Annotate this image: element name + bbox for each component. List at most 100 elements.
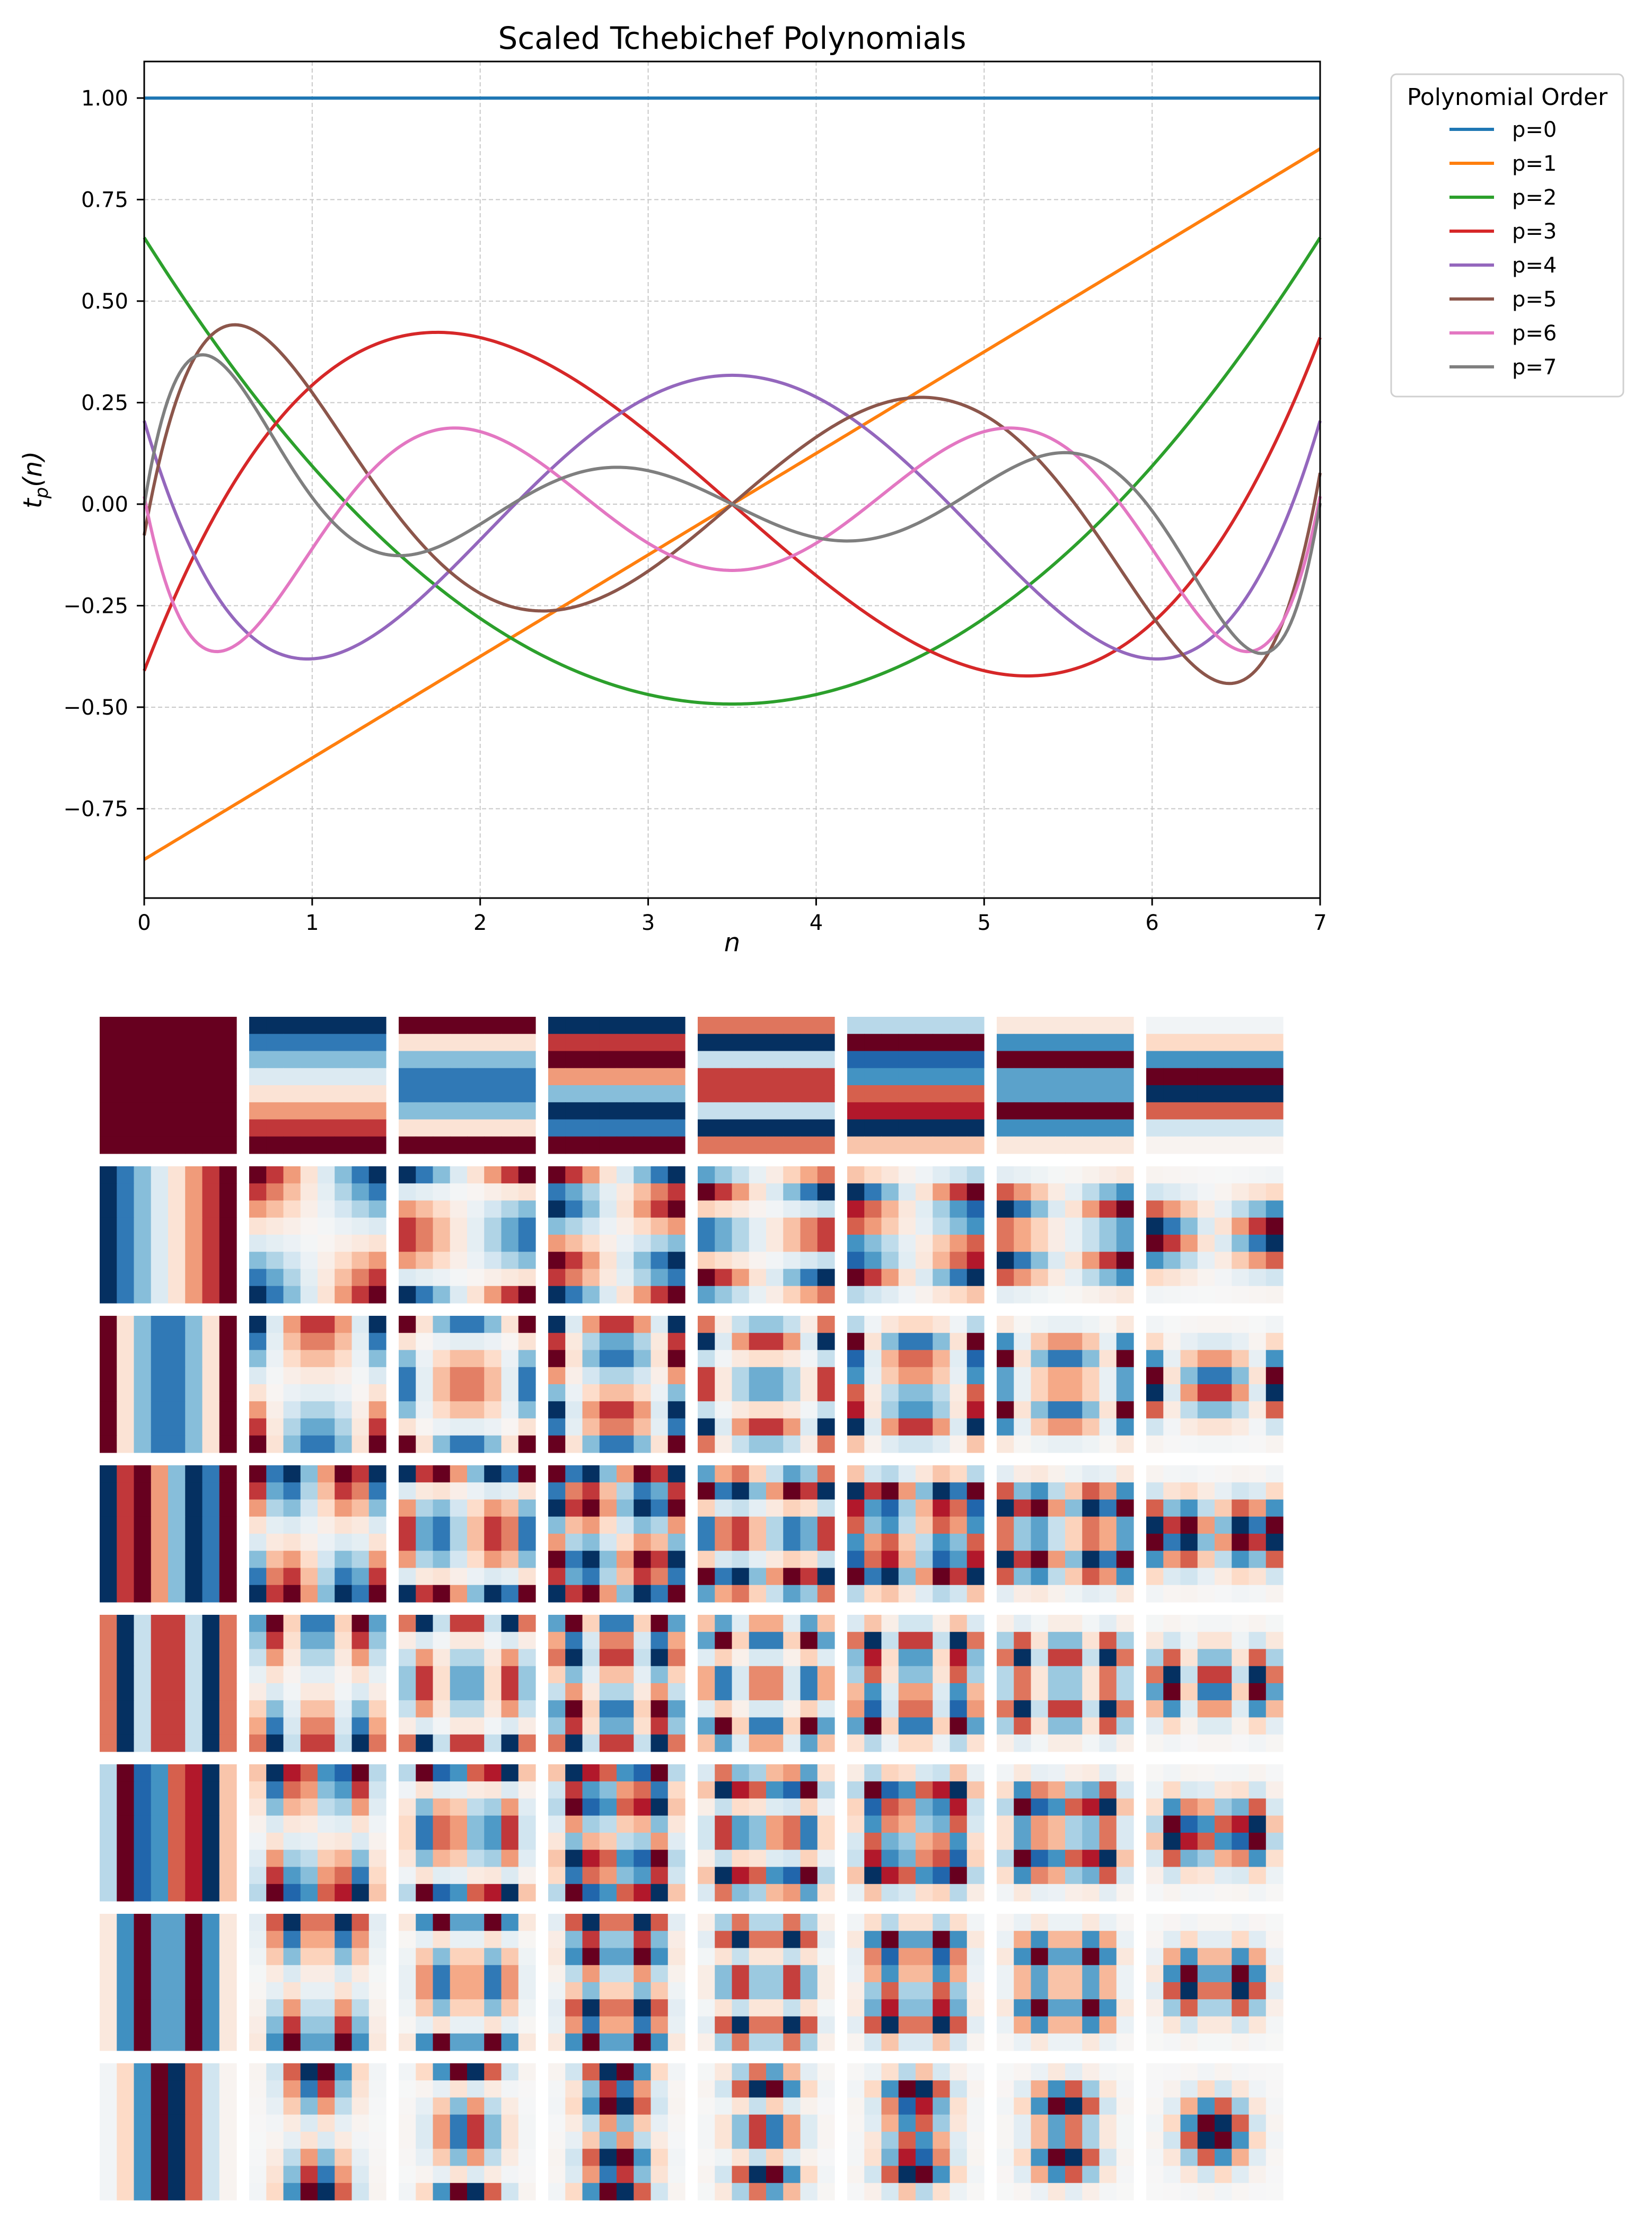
heatmap-cell bbox=[1215, 1833, 1232, 1850]
heatmap-cell bbox=[800, 1867, 818, 1885]
heatmap-cell bbox=[916, 1764, 933, 1782]
heatmap-cell bbox=[715, 1683, 733, 1701]
heatmap-cell bbox=[565, 1350, 583, 1368]
heatmap-cell bbox=[916, 2149, 933, 2167]
heatmap-cell bbox=[185, 1269, 203, 1287]
heatmap-cell bbox=[950, 1568, 968, 1586]
heatmap-cell bbox=[966, 1316, 985, 1333]
heatmap-cell bbox=[1197, 1615, 1215, 1632]
heatmap-cell bbox=[1266, 2166, 1284, 2184]
heatmap-cell bbox=[168, 2097, 186, 2115]
heatmap-cell bbox=[749, 1965, 767, 1983]
heatmap-cell bbox=[300, 1700, 318, 1718]
heatmap-cell bbox=[185, 1534, 203, 1551]
heatmap-cell bbox=[732, 1017, 750, 1034]
heatmap-cell bbox=[617, 1585, 634, 1603]
heatmap-cell bbox=[501, 1217, 519, 1235]
heatmap-cell bbox=[1116, 1982, 1134, 2000]
heatmap-cell bbox=[368, 1435, 386, 1453]
heatmap-cell bbox=[185, 1948, 203, 1966]
basis-tile bbox=[698, 2063, 835, 2201]
heatmap-cell bbox=[599, 1632, 617, 1650]
heatmap-cell bbox=[202, 1884, 220, 1902]
heatmap-cell bbox=[1082, 2033, 1100, 2051]
heatmap-cell bbox=[817, 1465, 835, 1483]
heatmap-cell bbox=[617, 1850, 634, 1868]
heatmap-cell bbox=[1082, 1764, 1100, 1782]
heatmap-cell bbox=[467, 1482, 485, 1500]
heatmap-cell bbox=[134, 1999, 152, 2017]
heatmap-cell bbox=[300, 1764, 318, 1782]
heatmap-cell bbox=[1146, 1683, 1164, 1701]
heatmap-cell bbox=[368, 1286, 386, 1304]
heatmap-cell bbox=[100, 1051, 117, 1069]
heatmap-cell bbox=[698, 1516, 715, 1534]
heatmap-cell bbox=[1266, 2080, 1284, 2098]
heatmap-cell bbox=[450, 1384, 468, 1402]
heatmap-cell bbox=[933, 1286, 951, 1304]
heatmap-cell bbox=[1082, 1183, 1100, 1201]
basis-tile bbox=[100, 1465, 237, 1603]
heatmap-cell bbox=[117, 1833, 135, 1850]
heatmap-cell bbox=[933, 1119, 951, 1137]
heatmap-cell bbox=[565, 1781, 583, 1799]
heatmap-cell bbox=[881, 1316, 899, 1333]
heatmap-cell bbox=[1014, 2183, 1032, 2201]
heatmap-cell bbox=[433, 2063, 451, 2081]
heatmap-cell bbox=[283, 1764, 301, 1782]
heatmap-cell bbox=[864, 1914, 882, 1931]
heatmap-cell bbox=[484, 2114, 502, 2132]
heatmap-cell bbox=[433, 1367, 451, 1385]
heatmap-cell bbox=[335, 1568, 353, 1586]
heatmap-cell bbox=[617, 1965, 634, 1983]
y-tick-label: 0.25 bbox=[81, 391, 128, 415]
heatmap-cell bbox=[1014, 1333, 1032, 1351]
heatmap-cell bbox=[433, 2132, 451, 2149]
heatmap-cell bbox=[168, 1982, 186, 2000]
heatmap-cell bbox=[749, 1649, 767, 1667]
heatmap-cell bbox=[864, 1516, 882, 1534]
heatmap-cell bbox=[565, 1815, 583, 1833]
heatmap-cell bbox=[1266, 1615, 1284, 1632]
heatmap-cell bbox=[318, 1333, 335, 1351]
heatmap-cell bbox=[881, 1798, 899, 1816]
heatmap-cell bbox=[1099, 1217, 1117, 1235]
heatmap-cell bbox=[352, 1333, 370, 1351]
heatmap-cell bbox=[715, 1435, 733, 1453]
heatmap-cell bbox=[1031, 1764, 1049, 1782]
heatmap-cell bbox=[1197, 2166, 1215, 2184]
heatmap-cell bbox=[1215, 1798, 1232, 1816]
heatmap-cell bbox=[1116, 1367, 1134, 1385]
heatmap-cell bbox=[950, 2166, 968, 2184]
heatmap-cell bbox=[368, 1269, 386, 1287]
heatmap-cell bbox=[318, 2149, 335, 2167]
heatmap-cell bbox=[151, 1632, 169, 1650]
heatmap-cell bbox=[1266, 1516, 1284, 1534]
heatmap-cell bbox=[966, 1717, 985, 1735]
heatmap-cell bbox=[1266, 2149, 1284, 2167]
heatmap-cell bbox=[950, 1384, 968, 1402]
heatmap-cell bbox=[916, 1235, 933, 1252]
heatmap-cell bbox=[898, 1632, 916, 1650]
heatmap-cell bbox=[202, 2149, 220, 2167]
heatmap-cell bbox=[1266, 2183, 1284, 2201]
heatmap-cell bbox=[1197, 1350, 1215, 1368]
heatmap-cell bbox=[916, 1867, 933, 1885]
heatmap-cell bbox=[966, 1632, 985, 1650]
heatmap-cell bbox=[368, 1499, 386, 1517]
heatmap-cell bbox=[599, 1119, 617, 1137]
heatmap-cell bbox=[881, 2033, 899, 2051]
heatmap-cell bbox=[249, 1914, 267, 1931]
heatmap-cell bbox=[800, 1585, 818, 1603]
heatmap-cell bbox=[168, 1700, 186, 1718]
heatmap-cell bbox=[966, 1551, 985, 1569]
heatmap-cell bbox=[117, 1781, 135, 1799]
basis-tile bbox=[548, 1914, 686, 2051]
heatmap-cell bbox=[864, 2063, 882, 2081]
heatmap-cell bbox=[1031, 1482, 1049, 1500]
heatmap-cell bbox=[1249, 1252, 1267, 1270]
heatmap-cell bbox=[1065, 1333, 1083, 1351]
heatmap-cell bbox=[548, 1183, 566, 1201]
heatmap-cell bbox=[950, 2063, 968, 2081]
heatmap-cell bbox=[766, 2080, 784, 2098]
